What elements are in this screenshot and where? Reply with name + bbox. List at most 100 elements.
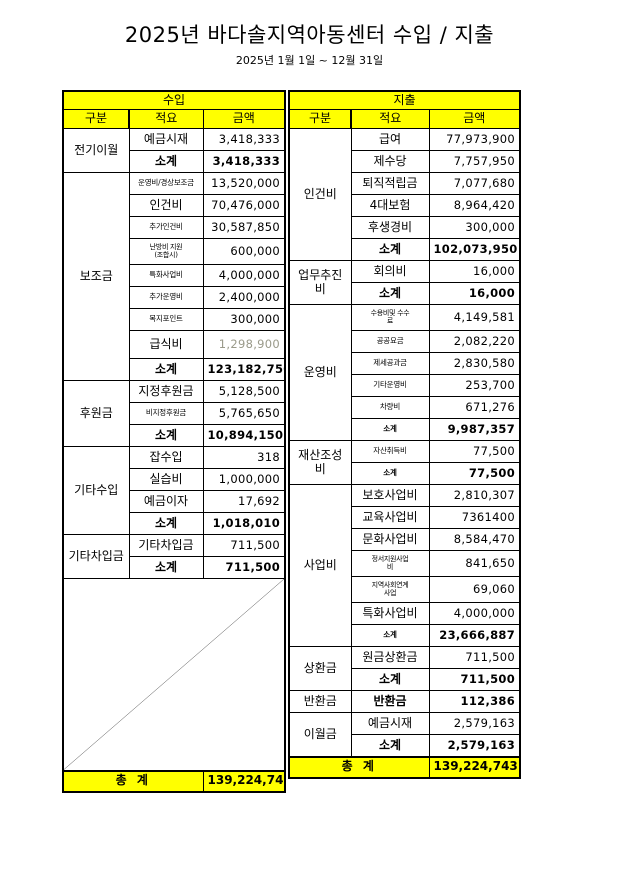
expense-item-label: 4대보험 <box>350 194 430 217</box>
table-row: 기타차입금 기타차입금 711,500 <box>62 534 286 579</box>
income-item-label: 예금이자 <box>128 490 204 513</box>
income-group-label: 전기이월 <box>62 128 130 173</box>
expense-item-label: 공공요금 <box>350 330 430 353</box>
income-item-label: 추가인건비 <box>128 216 204 239</box>
table-row: 사업비 보호사업비 2,810,307 <box>288 484 521 647</box>
table-row: 정서지원사업 비 841,650 <box>289 550 521 577</box>
table-row: 운영비 수용비및 수수 료 4,149,581 <box>288 304 521 441</box>
income-item-label: 비지정후원금 <box>128 402 204 425</box>
expense-item-label: 소계 <box>350 624 430 647</box>
table-row: 후원금 지정후원금 5,128,500 <box>62 380 286 447</box>
expense-item-label: 소계 <box>350 462 430 485</box>
expense-item-label: 후생경비 <box>350 216 430 239</box>
expense-column-header-amount: 금액 <box>428 109 521 129</box>
expense-item-label: 소계 <box>350 734 430 757</box>
income-item-label: 복지포인트 <box>128 308 204 331</box>
expense-amount-value: 2,810,307 <box>428 484 521 507</box>
expense-item-label: 소계 <box>350 282 430 305</box>
income-filler-row <box>62 578 286 771</box>
income-column-header-row: 구분 적요 금액 <box>62 109 286 129</box>
table-row: 소계 23,666,887 <box>289 624 521 647</box>
expense-item-label: 퇴직적립금 <box>350 172 430 195</box>
page-title: 2025년 바다솔지역아동센터 수입 / 지출 <box>124 23 495 47</box>
table-row: 문화사업비 8,584,470 <box>289 528 521 551</box>
income-group-label: 기타수입 <box>62 446 130 535</box>
income-amount-value: 600,000 <box>202 238 286 265</box>
income-banner-row: 수입 <box>62 90 286 110</box>
expense-amount-value: 69,060 <box>428 576 521 603</box>
table-row: 소계 102,073,950 <box>289 238 521 261</box>
table-row: 상환금 원금상환금 711,500 <box>288 646 521 691</box>
table-row: 제세공과금 2,830,580 <box>289 352 521 375</box>
expense-group-label: 운영비 <box>288 304 352 441</box>
income-total-label: 총 계 <box>62 769 204 792</box>
expense-banner-label: 지출 <box>288 90 521 110</box>
expense-item-label: 자산취득비 <box>350 440 430 463</box>
expense-amount-value: 300,000 <box>428 216 521 239</box>
table-row: 인건비 급여 77,973,900 <box>288 128 521 261</box>
expense-amount-value: 711,500 <box>428 668 521 691</box>
table-row: 급식비 1,298,900 <box>63 330 286 359</box>
title-block: 2025년 바다솔지역아동센터 수입 / 지출 2025년 1월 1일 ~ 12… <box>0 22 619 68</box>
income-item-label: 지정후원금 <box>128 380 204 403</box>
expense-amount-value: 16,000 <box>428 260 521 283</box>
income-amount-value: 4,000,000 <box>202 264 286 287</box>
expense-amount-value: 102,073,950 <box>428 238 521 261</box>
expense-item-label: 문화사업비 <box>350 528 430 551</box>
income-amount-value: 70,476,000 <box>202 194 286 217</box>
income-amount-value: 17,692 <box>202 490 286 513</box>
expense-column-header-group: 구분 <box>288 109 352 129</box>
income-amount-value: 711,500 <box>202 534 286 557</box>
expense-group-label: 인건비 <box>288 128 352 261</box>
expense-amount-value: 7361400 <box>428 506 521 529</box>
table-row: 소계 123,182,750 <box>63 358 286 381</box>
expense-item-label: 수용비및 수수 료 <box>350 304 430 331</box>
expense-total-amount: 139,224,743 <box>428 755 521 778</box>
expense-amount-value: 8,964,420 <box>428 194 521 217</box>
table-row: 소계 77,500 <box>289 462 521 485</box>
income-column-header-item: 적요 <box>128 109 204 129</box>
table-row: 비지정후원금 5,765,650 <box>63 402 286 425</box>
expense-amount-value: 2,830,580 <box>428 352 521 375</box>
expense-group-label: 상환금 <box>288 646 352 691</box>
income-item-label: 소계 <box>128 150 204 173</box>
income-item-label: 실습비 <box>128 468 204 491</box>
table-row: 난방비 지원 (조합시) 600,000 <box>63 238 286 265</box>
table-row: 기타수입 잡수입 318 <box>62 446 286 535</box>
expense-item-label: 회의비 <box>350 260 430 283</box>
table-row: 소계 2,579,163 <box>289 734 521 757</box>
income-amount-value: 5,128,500 <box>202 380 286 403</box>
income-amount-value: 123,182,750 <box>202 358 286 381</box>
income-amount-value: 3,418,333 <box>202 128 286 151</box>
income-item-label: 소계 <box>128 556 204 579</box>
expense-column-header-row: 구분 적요 금액 <box>288 109 521 129</box>
income-amount-value: 10,894,150 <box>202 424 286 447</box>
expense-item-label: 정서지원사업 비 <box>350 550 430 577</box>
income-item-label: 난방비 지원 (조합시) <box>128 238 204 265</box>
table-row: 실습비 1,000,000 <box>63 468 286 491</box>
table-row: 소계 3,418,333 <box>63 150 286 173</box>
expense-item-label: 보호사업비 <box>350 484 430 507</box>
income-item-label: 소계 <box>128 424 204 447</box>
expense-amount-value: 77,500 <box>428 440 521 463</box>
expense-table: 지출 구분 적요 금액 인건비 급여 77,973,900 제수당 7,757,950 퇴직적립금… <box>288 90 522 779</box>
expense-item-label: 소계 <box>350 668 430 691</box>
table-row: 제수당 7,757,950 <box>289 150 521 173</box>
table-row: 기타운영비 253,700 <box>289 374 521 397</box>
expense-total-row: 총 계 139,224,743 <box>288 755 521 778</box>
expense-item-label: 차량비 <box>350 396 430 419</box>
income-total-amount: 139,224,743 <box>202 769 286 792</box>
expense-group-label: 반환금 <box>288 690 352 713</box>
income-item-label: 추가운영비 <box>128 286 204 309</box>
expense-amount-value: 841,650 <box>428 550 521 577</box>
expense-item-label: 반환금 <box>350 690 430 713</box>
table-row: 전기이월 예금시재 3,418,333 <box>62 128 286 173</box>
expense-amount-value: 9,987,357 <box>428 418 521 441</box>
expense-item-label: 원금상환금 <box>350 646 430 669</box>
income-amount-value: 1,018,010 <box>202 512 286 535</box>
expense-item-label: 예금시재 <box>350 712 430 735</box>
expense-column-header-item: 적요 <box>350 109 430 129</box>
table-row: 업무추진비 회의비 16,000 <box>288 260 521 305</box>
expense-item-label: 교육사업비 <box>350 506 430 529</box>
